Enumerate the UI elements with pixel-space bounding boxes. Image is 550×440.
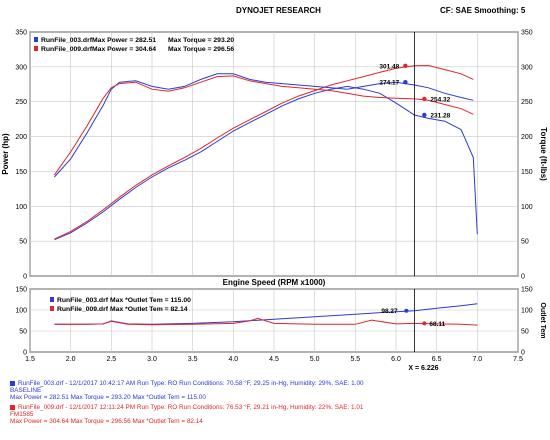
power-panel-y2tick-label: 350 bbox=[521, 30, 533, 37]
power-panel-ytick-label: 50 bbox=[19, 239, 27, 246]
legend-max-torque: Max Torque = 296.56 bbox=[168, 46, 234, 53]
power-panel-series-line bbox=[54, 85, 478, 241]
legend-swatch bbox=[50, 306, 54, 311]
power-panel-y2tick-label: 300 bbox=[521, 64, 533, 71]
cursor-value-dot bbox=[422, 112, 427, 118]
outlet-panel-ytick-label: 50 bbox=[19, 329, 27, 336]
outlet-panel-y2tick-label: 0 bbox=[521, 350, 525, 357]
legend-max-power: Max Power = 282.51 bbox=[92, 37, 156, 44]
outlet-panel-ytick-label: 150 bbox=[15, 287, 27, 294]
cursor-value-label: 301.48 bbox=[379, 63, 399, 70]
xtick-label: 1.5 bbox=[25, 356, 35, 363]
power-panel-y2tick-label: 0 bbox=[521, 274, 525, 281]
legend-run-name: RunFile_003.drf bbox=[57, 297, 109, 304]
xtick-label: 3.0 bbox=[147, 356, 157, 363]
power-panel-ytick-label: 300 bbox=[15, 64, 27, 71]
outlet-panel-ytick-label: 0 bbox=[23, 350, 27, 357]
run-info-2-line1: RunFile_009.drf - 12/1/2017 12:11:24 PM … bbox=[10, 404, 363, 411]
power-panel-ytick-label: 0 bbox=[23, 274, 27, 281]
run-info-2: RunFile_009.drf - 12/1/2017 12:11:24 PM … bbox=[10, 404, 363, 425]
xtick-label: 6.0 bbox=[391, 356, 401, 363]
run-info-2-line3: Max Power = 304.64 Max Torque = 296.56 M… bbox=[10, 418, 203, 425]
cursor-value-dot bbox=[404, 308, 409, 313]
y-axis-title: Power (hp) bbox=[1, 133, 10, 175]
cursor-value-dot bbox=[422, 96, 427, 102]
legend-run-name: RunFile_009.drf bbox=[41, 46, 93, 53]
legend-outlet-max: Max *Outlet Tem = 82.14 bbox=[110, 306, 188, 313]
cursor-value-label: 231.28 bbox=[430, 112, 450, 119]
power-panel-series-line bbox=[53, 75, 474, 176]
cursor-value-dot bbox=[403, 79, 408, 85]
power-panel-ytick-label: 250 bbox=[15, 99, 27, 106]
xtick-label: 4.5 bbox=[269, 356, 279, 363]
outlet-axis-title: Outlet Tem bbox=[539, 302, 546, 338]
legend-outlet-max: Max *Outlet Tem = 115.00 bbox=[110, 297, 191, 304]
legend-run-name: RunFile_009.drf bbox=[57, 306, 109, 313]
cursor-value-label: 98.27 bbox=[381, 308, 398, 315]
xtick-label: 7.5 bbox=[513, 356, 523, 363]
xtick-label: 2.0 bbox=[66, 356, 76, 363]
xtick-label: 3.5 bbox=[188, 356, 198, 363]
legend-max-power: Max Power = 304.64 bbox=[92, 46, 156, 53]
x-axis-title: Engine Speed (RPM x1000) bbox=[223, 278, 326, 287]
run-1-swatch bbox=[10, 380, 15, 386]
outlet-panel-y2tick-label: 100 bbox=[521, 308, 533, 315]
power-panel-ytick-label: 150 bbox=[15, 169, 27, 176]
run-info-1-line1: RunFile_003.drf - 12/1/2017 10:42:17 AM … bbox=[10, 380, 364, 387]
legend-run-name: RunFile_003.drf bbox=[41, 37, 93, 44]
run-info-1-line3: Max Power = 282.51 Max Torque = 293.20 M… bbox=[10, 394, 206, 401]
xtick-label: 4.0 bbox=[228, 356, 238, 363]
run-info-panel: RunFile_003.drf - 12/1/2017 10:42:17 AM … bbox=[0, 378, 550, 440]
power-panel-y2tick-label: 50 bbox=[521, 239, 529, 246]
power-panel-y2tick-label: 250 bbox=[521, 99, 533, 106]
power-panel-y2tick-label: 200 bbox=[521, 134, 533, 141]
cursor-value-label: 274.17 bbox=[379, 80, 399, 87]
xtick-label: 7.0 bbox=[472, 356, 482, 363]
run-info-1: RunFile_003.drf - 12/1/2017 10:42:17 AM … bbox=[10, 380, 364, 401]
dyno-chart: 0 0 50 50 100 100 150 150 200 200 250 250 300 300 350 3… bbox=[1, 30, 548, 373]
outlet-panel-y2tick-label: 150 bbox=[521, 287, 533, 294]
power-panel-ytick-label: 100 bbox=[15, 204, 27, 211]
power-panel-y2tick-label: 150 bbox=[521, 169, 533, 176]
cursor-value-dot bbox=[403, 63, 408, 69]
cursor-value-label: 254.32 bbox=[430, 96, 450, 103]
chart-title: DYNOJET RESEARCH bbox=[236, 6, 321, 15]
chart-settings: CF: SAE Smoothing: 5 bbox=[440, 6, 526, 15]
xtick-label: 5.5 bbox=[350, 356, 360, 363]
legend-swatch bbox=[50, 297, 54, 302]
cursor-value-label: 68.11 bbox=[429, 321, 445, 328]
legend-swatch bbox=[34, 37, 38, 42]
run-info-1-line2: BASELINE bbox=[10, 387, 42, 394]
xtick-label: 2.5 bbox=[106, 356, 116, 363]
legend-max-torque: Max Torque = 293.20 bbox=[168, 37, 234, 44]
y2-axis-title: Torque (ft-lbs) bbox=[539, 127, 548, 181]
xtick-label: 5.0 bbox=[310, 356, 320, 363]
legend-swatch bbox=[34, 46, 38, 51]
power-panel-ytick-label: 200 bbox=[15, 134, 27, 141]
power-panel-y2tick-label: 100 bbox=[521, 204, 533, 211]
outlet-panel-ytick-label: 100 bbox=[15, 308, 27, 315]
power-panel-series-line bbox=[54, 64, 474, 240]
cursor-label: X = 6.226 bbox=[408, 365, 438, 372]
run-2-swatch bbox=[10, 404, 15, 410]
xtick-label: 6.5 bbox=[432, 356, 442, 363]
run-info-2-line2: FM1585 bbox=[10, 411, 34, 418]
cursor-value-dot bbox=[422, 321, 427, 326]
outlet-panel-y2tick-label: 50 bbox=[521, 329, 529, 336]
power-panel-ytick-label: 350 bbox=[15, 30, 27, 37]
